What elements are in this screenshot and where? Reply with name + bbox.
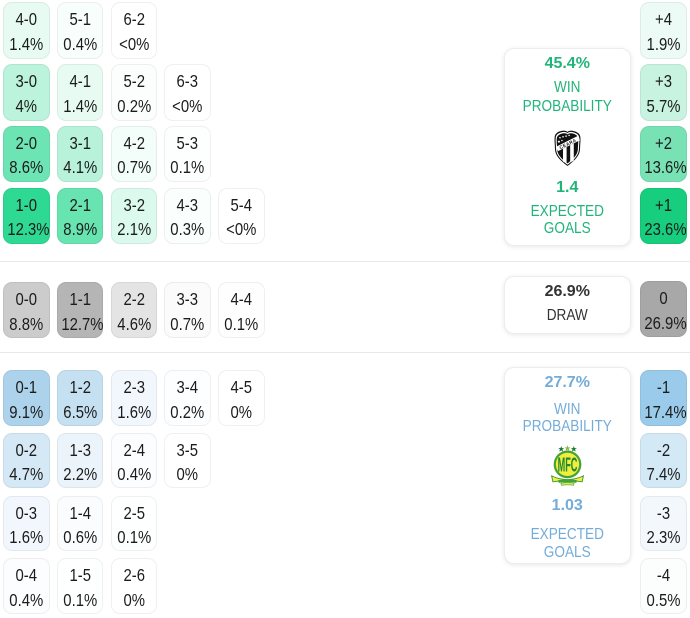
svg-text:MFC: MFC bbox=[557, 455, 577, 477]
